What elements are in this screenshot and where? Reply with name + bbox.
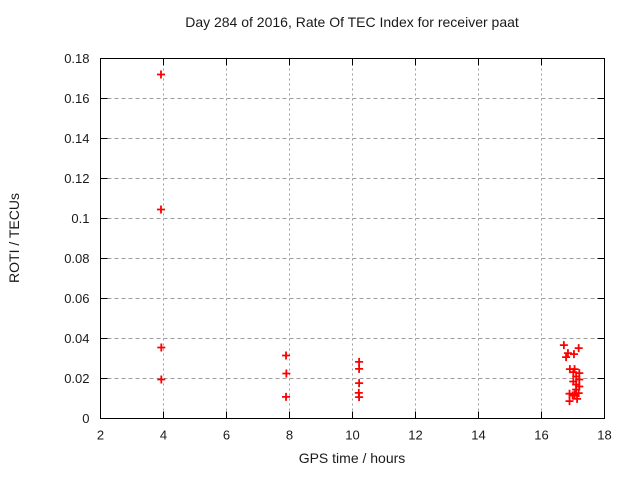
- data-point: [282, 369, 291, 378]
- data-point: [569, 350, 578, 359]
- x-tick-label: 2: [97, 428, 104, 443]
- data-point: [563, 349, 572, 358]
- y-tick-label: 0.06: [64, 291, 89, 306]
- y-tick-label: 0: [82, 411, 89, 426]
- y-tick-label: 0.18: [64, 51, 89, 66]
- data-point: [355, 379, 364, 388]
- data-point: [573, 394, 582, 403]
- y-tick-label: 0.16: [64, 91, 89, 106]
- x-tick-label: 6: [223, 428, 230, 443]
- data-point: [355, 393, 364, 402]
- data-point: [562, 353, 571, 362]
- x-axis-label: GPS time / hours: [298, 450, 406, 466]
- data-point: [565, 397, 574, 406]
- data-point: [574, 344, 583, 353]
- y-tick-label: 0.08: [64, 251, 89, 266]
- chart-title: Day 284 of 2016, Rate Of TEC Index for r…: [185, 14, 519, 30]
- data-point: [157, 375, 166, 384]
- data-point: [559, 341, 568, 350]
- x-tick-label: 8: [286, 428, 293, 443]
- x-tick-label: 14: [471, 428, 485, 443]
- x-tick-label: 10: [345, 428, 359, 443]
- x-tick-label: 16: [534, 428, 548, 443]
- data-point: [156, 205, 165, 214]
- data-point: [568, 391, 577, 400]
- data-point: [569, 368, 578, 377]
- x-tick-label: 18: [597, 428, 611, 443]
- y-tick-label: 0.02: [64, 371, 89, 386]
- x-tick-label: 12: [408, 428, 422, 443]
- data-point: [574, 389, 583, 398]
- data-point: [156, 70, 165, 79]
- data-point: [355, 364, 364, 373]
- y-tick-label: 0.1: [71, 211, 89, 226]
- data-point: [157, 343, 166, 352]
- y-tick-label: 0.12: [64, 171, 89, 186]
- data-point: [355, 357, 364, 366]
- data-point: [575, 375, 584, 384]
- y-tick-label: 0.14: [64, 131, 89, 146]
- y-tick-label: 0.04: [64, 331, 89, 346]
- x-tick-label: 4: [160, 428, 167, 443]
- data-point: [282, 392, 291, 401]
- data-point: [282, 351, 291, 360]
